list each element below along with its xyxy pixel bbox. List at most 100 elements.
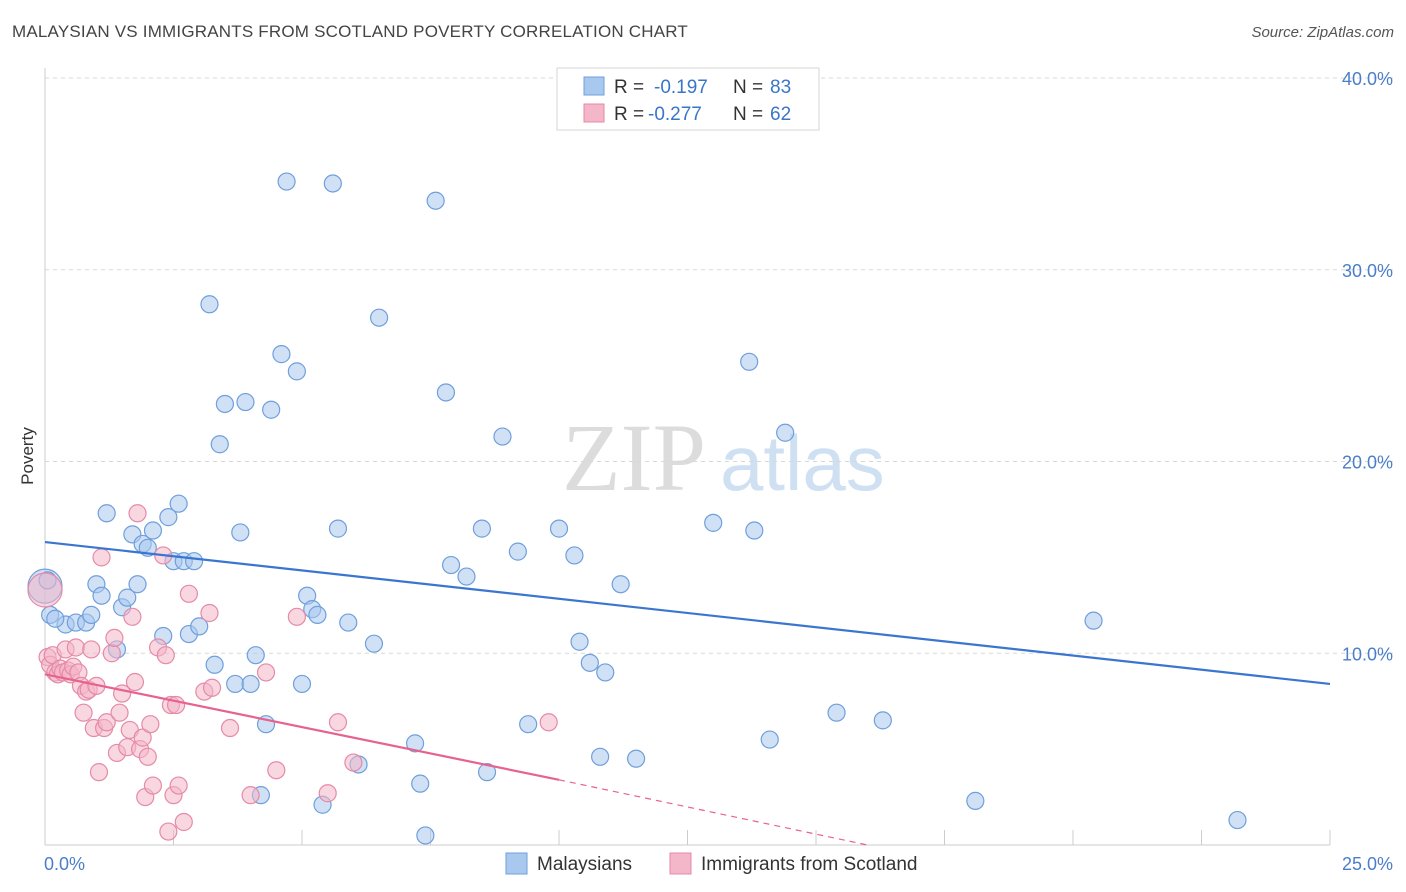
scotland-point xyxy=(27,572,63,608)
malaysian-point xyxy=(370,308,389,327)
malaysian-point xyxy=(169,494,188,513)
x-tick-label: 25.0% xyxy=(1342,854,1393,874)
legend-r-value: -0.197 xyxy=(654,77,708,98)
malaysian-point xyxy=(441,555,461,575)
y-tick-label: 40.0% xyxy=(1342,69,1393,89)
scotland-point xyxy=(141,715,160,734)
scotland-point xyxy=(256,663,276,682)
malaysian-point xyxy=(118,588,137,607)
scotland-point xyxy=(105,628,124,648)
malaysian-point xyxy=(472,519,491,538)
legend-r-value: -0.277 xyxy=(648,104,702,125)
malaysian-point xyxy=(272,345,291,364)
malaysian-point xyxy=(760,730,779,749)
bottom-legend-swatch-blue xyxy=(505,852,528,875)
malaysian-point xyxy=(966,791,985,810)
scotland-point xyxy=(344,753,363,772)
malaysian-point xyxy=(596,663,615,682)
scotland-point xyxy=(202,678,222,697)
malaysian-point xyxy=(873,711,892,730)
scotland-point xyxy=(82,640,101,659)
scotland-point xyxy=(220,718,240,738)
malaysian-point xyxy=(246,646,265,665)
scotland-point xyxy=(169,776,188,795)
malaysian-point xyxy=(626,749,646,768)
malaysian-point xyxy=(128,575,147,594)
legend-swatch-pink xyxy=(583,103,605,123)
scotland-point xyxy=(267,761,286,780)
malaysian-point xyxy=(339,613,358,632)
bottom-legend-malaysians: Malaysians xyxy=(537,854,632,875)
scotland-point xyxy=(318,784,337,803)
malaysian-trend-line xyxy=(44,540,1331,686)
malaysian-point xyxy=(416,826,435,845)
malaysian-point xyxy=(493,427,512,446)
scotland-point xyxy=(138,747,157,766)
malaysian-point xyxy=(308,605,327,625)
scotland-point xyxy=(89,763,109,782)
scotland-point xyxy=(92,548,111,567)
malaysian-point xyxy=(46,609,65,628)
bottom-legend-scotland: Immigrants from Scotland xyxy=(701,854,917,875)
malaysian-point xyxy=(508,542,527,561)
malaysian-point xyxy=(364,634,384,653)
scotland-point xyxy=(156,646,175,665)
malaysian-point xyxy=(226,674,245,694)
malaysian-point xyxy=(236,392,255,412)
malaysian-point xyxy=(262,400,281,419)
malaysian-point xyxy=(426,191,445,210)
legend-n-label: N = xyxy=(733,104,763,125)
malaysian-point xyxy=(827,703,846,722)
source-label: Source: ZipAtlas.com xyxy=(1251,24,1394,41)
scotland-point xyxy=(328,713,348,732)
malaysian-point xyxy=(287,362,306,381)
y-axis-label: Poverty xyxy=(18,427,37,485)
scotland-point xyxy=(66,638,85,657)
scotland-point xyxy=(128,504,147,523)
malaysian-point xyxy=(292,674,312,694)
y-tick-label: 20.0% xyxy=(1342,453,1393,473)
grid xyxy=(45,77,1395,654)
malaysian-point xyxy=(82,605,101,625)
scotland-trend-line xyxy=(44,673,560,781)
scotland-point xyxy=(133,728,152,747)
malaysian-point xyxy=(570,632,589,651)
scotland-point xyxy=(123,607,142,626)
malaysian-point xyxy=(190,617,209,636)
x-tick-label: 0.0% xyxy=(44,854,85,874)
legend-n-label: N = xyxy=(733,77,763,98)
scotland-point xyxy=(74,703,93,722)
malaysian-point xyxy=(591,747,610,766)
malaysian-point xyxy=(776,423,795,442)
malaysian-point xyxy=(740,352,759,371)
scotland-point xyxy=(539,713,558,732)
axes: 10.0% 20.0% 30.0% 40.0% 0.0% 25.0% xyxy=(44,68,1393,874)
malaysian-point xyxy=(159,508,178,527)
y-tick-label: 10.0% xyxy=(1342,644,1393,664)
scotland-point xyxy=(287,607,306,626)
legend-n-value: 62 xyxy=(770,104,791,125)
malaysian-point xyxy=(1084,611,1103,630)
malaysian-point xyxy=(97,504,116,523)
legend: R = -0.197 N = 83 R = -0.277 N = 62 xyxy=(556,67,820,131)
malaysian-point xyxy=(411,774,430,793)
malaysian-point xyxy=(1228,810,1247,830)
malaysian-point xyxy=(477,763,497,782)
malaysian-point xyxy=(745,521,764,540)
malaysian-point xyxy=(405,734,425,753)
scotland-point xyxy=(241,786,260,805)
bottom-legend: Malaysians Immigrants from Scotland xyxy=(505,852,917,875)
malaysian-point xyxy=(241,674,260,694)
malaysian-point xyxy=(565,546,584,565)
scotland-point xyxy=(97,713,116,732)
scotland-point xyxy=(174,812,193,832)
scotland-trend-extension xyxy=(558,779,868,846)
malaysian-point xyxy=(231,523,250,542)
scotland-point xyxy=(159,822,178,841)
malaysian-point xyxy=(205,655,224,674)
chart-title: MALAYSIAN VS IMMIGRANTS FROM SCOTLAND PO… xyxy=(12,22,689,41)
malaysian-point xyxy=(436,383,456,402)
scotland-point xyxy=(102,644,121,663)
legend-swatch-blue xyxy=(583,76,605,96)
